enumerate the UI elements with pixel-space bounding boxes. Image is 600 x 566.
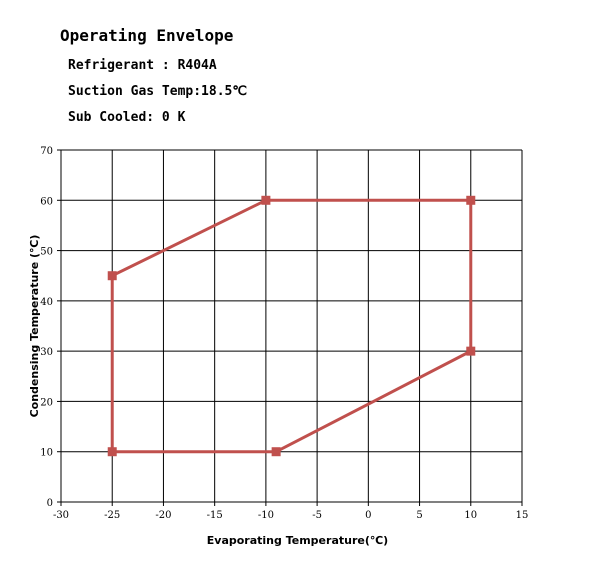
envelope-point [107,271,117,281]
x-tick-label: -25 [104,510,120,521]
envelope-point [261,195,271,205]
y-tick-label: 0 [47,498,53,509]
envelope-point [107,447,117,457]
envelope-series [107,195,476,457]
envelope-point [466,195,476,205]
envelope-line [110,198,473,454]
y-tick-label: 60 [40,196,53,207]
x-axis-title: Evaporating Temperature(℃) [207,534,388,547]
envelope-point [271,447,281,457]
y-tick-label: 20 [40,397,53,408]
x-tick-label: -5 [312,510,322,521]
y-tick-label: 10 [40,448,53,459]
refrigerant-label: Refrigerant : R404A [68,58,217,73]
x-tick-label: -15 [207,510,223,521]
y-axis-title: Condensing Temperature (℃) [28,235,41,418]
y-tick-label: 50 [40,247,53,258]
y-tick-label: 30 [40,347,53,358]
y-tick-label: 70 [40,146,53,157]
x-tick-label: 10 [464,510,477,521]
suction-gas-temp-label: Suction Gas Temp:18.5℃ [68,84,247,99]
x-tick-label: 5 [416,510,422,521]
y-tick-label: 40 [40,297,53,308]
x-tick-label: 0 [365,510,371,521]
x-tick-label: -30 [53,510,69,521]
envelope-point [466,346,476,356]
chart-title: Operating Envelope [60,26,234,45]
x-tick-label: -10 [258,510,274,521]
x-tick-label: -20 [155,510,171,521]
sub-cooled-label: Sub Cooled: 0 K [68,110,186,125]
tick-labels: -30 -25 -20 -15 -10 -5 0 5 10 15 0 10 20 30 40 50 60 70 [40,146,528,521]
x-tick-label: 15 [516,510,529,521]
